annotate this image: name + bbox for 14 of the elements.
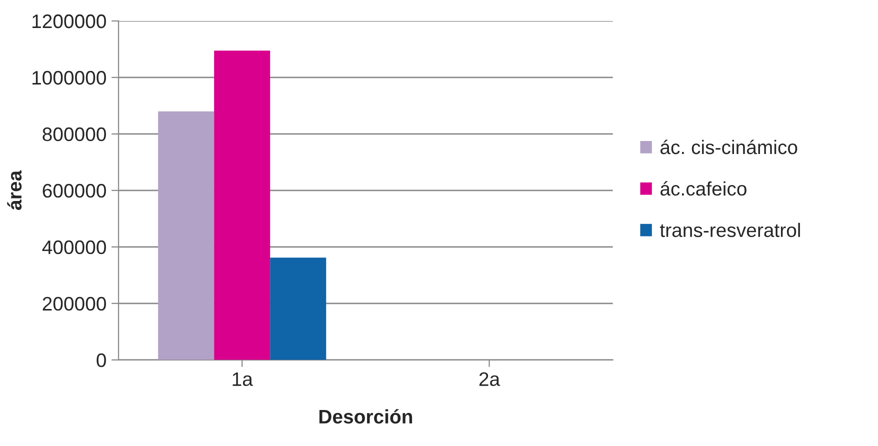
x-tick-label: 1a — [232, 372, 253, 386]
y-tick-label: 200000 — [42, 296, 106, 311]
y-tick-label: 0 — [96, 353, 106, 368]
x-tick-label: 2a — [479, 372, 500, 386]
legend-label: ác.cafeico — [660, 181, 746, 196]
y-tick-label: 1200000 — [32, 14, 106, 28]
y-tick-label: 800000 — [42, 127, 106, 142]
y-tick-label: 600000 — [42, 184, 106, 198]
legend-label: trans-resveratrol — [660, 222, 800, 238]
y-tick-label: 400000 — [42, 240, 106, 254]
y-tick-label: 1000000 — [32, 70, 106, 85]
y-axis-title: área — [7, 170, 22, 210]
legend-label: ác. cis-cinámico — [660, 140, 798, 154]
x-axis-title: Desorción — [319, 409, 412, 424]
